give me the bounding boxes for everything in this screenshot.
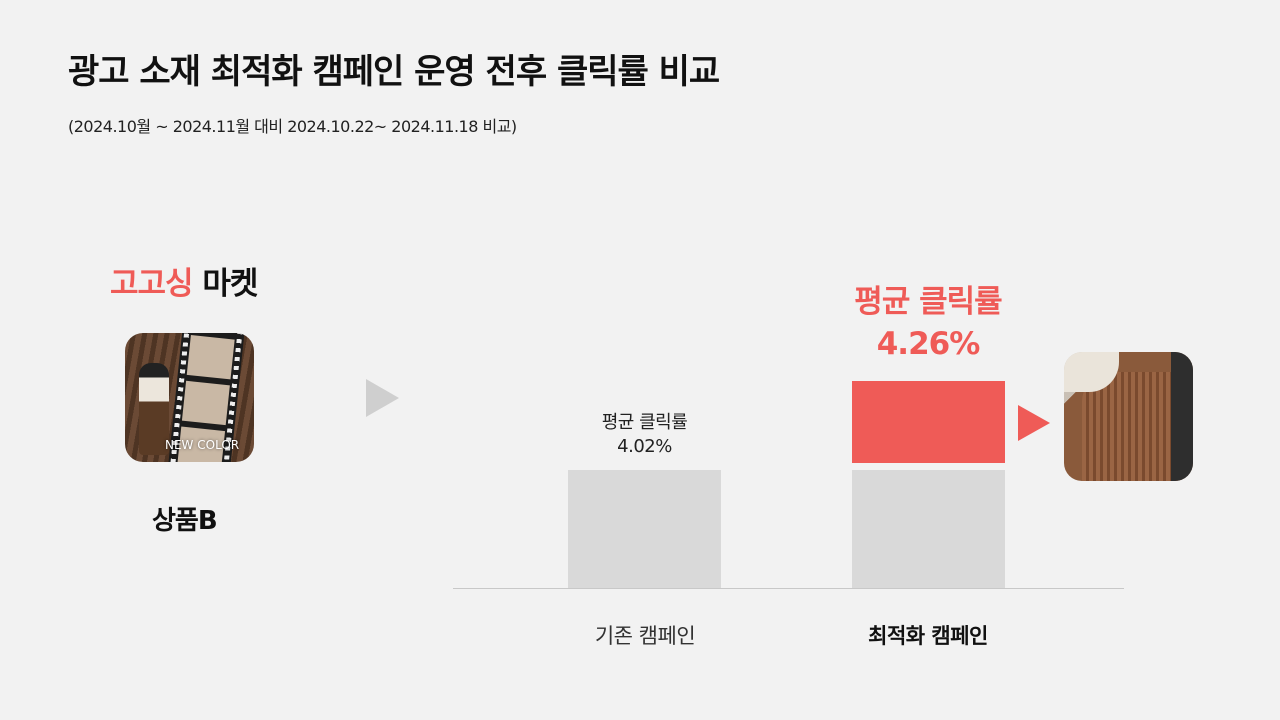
arrow-right-icon (366, 379, 399, 417)
bar-optimized-increment (852, 381, 1005, 463)
background-shadow (1171, 352, 1193, 481)
brand-name: 고고싱 마켓 (110, 258, 258, 303)
bar-baseline (568, 470, 721, 588)
new-color-badge: NEW COLOR (165, 438, 240, 452)
brand-accent: 고고싱 (110, 266, 194, 302)
product-label: 상품B (152, 506, 218, 536)
page-subtitle: (2024.10월 ~ 2024.11월 대비 2024.10.22~ 2024… (68, 117, 517, 136)
data-label-optimized: 평균 클릭률 4.26% (828, 281, 1028, 365)
data-label-value: 4.02% (617, 436, 672, 457)
product-thumbnail-before: NEW COLOR (125, 333, 254, 462)
category-label-optimized: 최적화 캠페인 (868, 624, 988, 648)
bar-optimized-base (852, 470, 1005, 588)
page-title: 광고 소재 최적화 캠페인 운영 전후 클릭률 비교 (68, 52, 720, 92)
brand-rest: 마켓 (192, 266, 258, 302)
product-thumbnail-after (1064, 352, 1193, 481)
model-figure (139, 363, 169, 455)
category-label-baseline: 기존 캠페인 (594, 624, 696, 648)
data-label-caption: 평균 클릭률 (601, 412, 688, 433)
data-label-value: 4.26% (876, 326, 981, 362)
data-label-caption: 평균 클릭률 (854, 284, 1002, 320)
data-label-baseline: 평균 클릭률 4.02% (568, 411, 721, 459)
arrow-right-red-icon (1018, 405, 1050, 441)
